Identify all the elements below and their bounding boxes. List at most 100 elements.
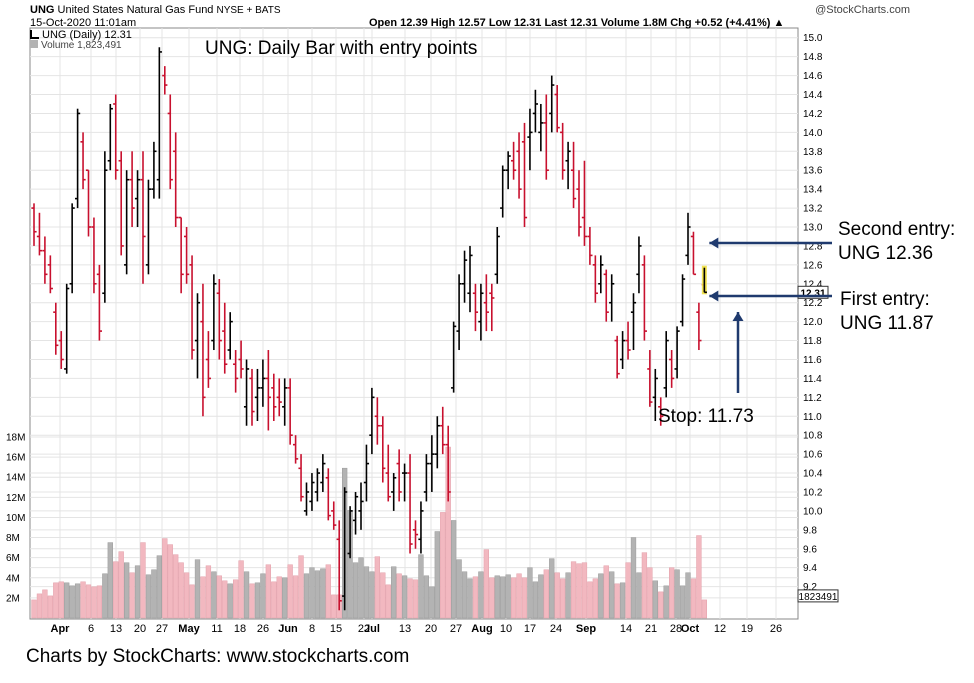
volume-bar xyxy=(298,555,304,619)
ohlc-bar xyxy=(652,368,658,421)
price-tick-label: 13.0 xyxy=(803,223,823,234)
ohlc-bar xyxy=(658,397,664,426)
volume-bar xyxy=(609,571,615,619)
ohlc-bar xyxy=(325,468,331,521)
ohlc-bar xyxy=(516,132,522,199)
date-tick-label: 28 xyxy=(670,623,682,635)
price-tick-label: 10.2 xyxy=(803,487,823,498)
ohlc-bar xyxy=(189,255,195,360)
ohlc-bar xyxy=(75,108,81,209)
volume-axis: 18M 16M 14M 12M 10M 8M 6M 4M 2M xyxy=(6,433,25,605)
ohlc-bar xyxy=(543,94,549,180)
ohlc-bar xyxy=(265,350,271,431)
volume-bar xyxy=(178,562,184,619)
volume-bar xyxy=(129,572,135,619)
stop-label: Stop: 11.73 xyxy=(658,406,754,427)
volume-bar xyxy=(396,573,402,619)
plot-frame xyxy=(29,27,799,620)
date-tick-label: 6 xyxy=(88,623,94,635)
quote-summary: Open 12.39 High 12.57 Low 12.31 Last 12.… xyxy=(369,17,785,29)
volume-bar xyxy=(423,575,430,619)
volume-bar xyxy=(669,567,675,619)
volume-bar xyxy=(391,566,397,619)
volume-bar xyxy=(243,571,250,619)
ohlc-bar xyxy=(445,425,451,502)
volume-bar xyxy=(505,574,511,619)
volume-bar xyxy=(134,565,141,619)
date-tick-label: 10 xyxy=(500,623,512,635)
volume-bar xyxy=(478,571,484,619)
date-tick-label: Aug xyxy=(471,623,492,635)
volume-bar xyxy=(314,570,321,619)
volume-tick-label: 2M xyxy=(6,593,20,604)
volume-bar xyxy=(118,551,124,619)
ohlc-bar xyxy=(429,435,435,492)
volume-bar xyxy=(483,549,490,619)
ohlc-bar xyxy=(227,312,233,360)
ohlc-bar xyxy=(298,454,304,502)
volume-bar xyxy=(565,572,571,619)
volume-bar xyxy=(102,573,108,619)
volume-bar xyxy=(385,584,391,619)
ohlc-bar xyxy=(64,283,70,374)
volume-bar xyxy=(500,576,506,619)
volume-bar xyxy=(200,576,206,619)
volume-bar xyxy=(429,586,435,619)
volume-bar xyxy=(461,571,468,619)
symbol-title: UNG United States Natural Gas Fund NYSE … xyxy=(30,4,281,16)
volume-tick-label: 8M xyxy=(6,533,20,544)
date-tick-label: 27 xyxy=(450,623,462,635)
volume-tick-label: 18M xyxy=(6,433,25,444)
ohlc-bar xyxy=(205,331,211,388)
volume-bar xyxy=(685,572,691,619)
ohlc-bar xyxy=(391,473,397,511)
ohlc-bar xyxy=(320,454,326,492)
ohlc-bar xyxy=(47,255,53,294)
ohlc-bar xyxy=(260,359,266,407)
volume-bar xyxy=(467,578,473,619)
price-legend-text: UNG (Daily) 12.31 xyxy=(42,29,132,41)
volume-bar xyxy=(527,567,533,619)
volume-bar xyxy=(85,584,92,619)
ohlc-bar xyxy=(36,212,43,256)
date-tick-label: 13 xyxy=(110,623,122,635)
ohlc-bar xyxy=(173,132,179,227)
volume-bar xyxy=(560,578,566,619)
ohlc-bar xyxy=(696,302,702,351)
ohlc-bar xyxy=(625,321,631,360)
ohlc-bar xyxy=(434,416,440,469)
volume-bar xyxy=(53,582,59,619)
ohlc-bar xyxy=(53,302,59,355)
volume-bar xyxy=(516,573,522,619)
ohlc-bar xyxy=(184,227,190,284)
ohlc-bar xyxy=(592,255,598,303)
volume-bar xyxy=(183,572,190,619)
ohlc-bar xyxy=(287,378,293,445)
date-tick-label: Apr xyxy=(51,623,71,635)
volume-bar xyxy=(222,580,228,619)
date-tick-label: May xyxy=(178,623,200,635)
volume-bar xyxy=(358,557,364,619)
date-tick-label: 11 xyxy=(211,623,222,635)
date-tick-label: Jul xyxy=(364,623,380,635)
ohlc-bar xyxy=(402,463,408,502)
price-tick-label: 10.8 xyxy=(803,431,823,442)
ohlc-bar xyxy=(581,160,588,246)
ohlc-bar xyxy=(641,255,647,341)
volume-bar xyxy=(42,589,48,619)
ohlc-bar xyxy=(467,245,473,313)
volume-tick-label: 6M xyxy=(6,553,20,564)
ohlc-bar xyxy=(674,326,680,379)
date-tick-label: 26 xyxy=(770,623,782,635)
volume-bar xyxy=(489,577,495,619)
volume-bar xyxy=(173,554,179,619)
price-tick-label: 12.6 xyxy=(803,260,823,271)
ohlc-bar xyxy=(124,170,130,275)
ohlc-bar xyxy=(483,274,489,332)
ohlc-bar xyxy=(679,274,686,327)
ohlc-bar xyxy=(303,482,310,516)
ohlc-bar xyxy=(560,122,566,180)
ohlc-bar xyxy=(200,283,206,417)
volume-bar xyxy=(211,571,217,619)
ohlc-bar xyxy=(342,487,348,611)
